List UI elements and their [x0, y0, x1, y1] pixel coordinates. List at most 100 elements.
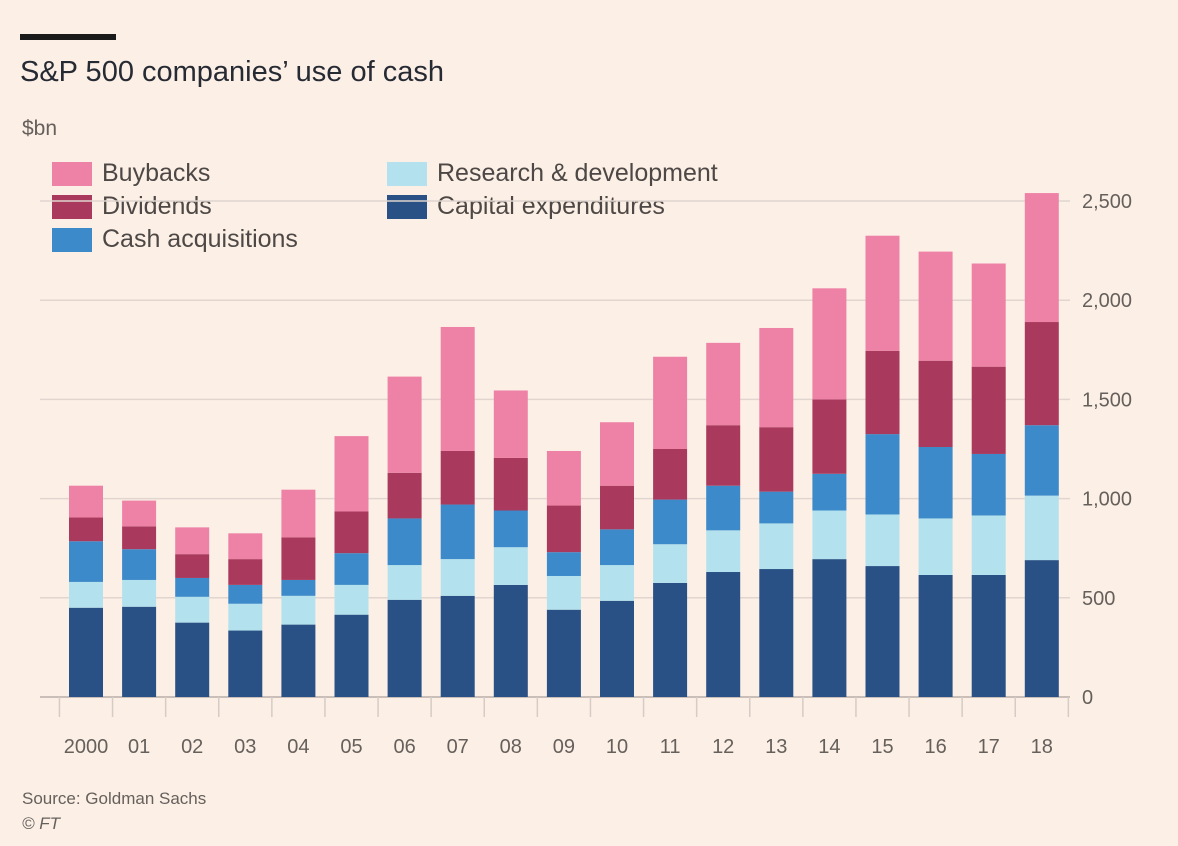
x-tick-label: 12: [712, 736, 734, 758]
legend-label-capital-expenditures: Capital expenditures: [437, 192, 665, 220]
bar-segment-dividends: [228, 559, 263, 585]
source-note: Source: Goldman Sachs: [22, 789, 207, 808]
bar-segment-cash-acquisitions: [706, 485, 741, 531]
bar-segment-cash-acquisitions: [228, 584, 263, 604]
legend-swatch-dividends: [52, 194, 92, 219]
legend-swatch-capital-expenditures: [387, 194, 427, 219]
bar-segment-buybacks: [918, 251, 953, 361]
bar-segment-capital-expenditures: [706, 572, 741, 697]
x-tick-label: 14: [818, 736, 840, 758]
bar-segment-buybacks: [600, 422, 634, 486]
bar-segment-research-development: [175, 596, 210, 623]
x-tick-label: 01: [128, 736, 150, 758]
bar-segment-capital-expenditures: [759, 569, 794, 697]
x-tick-label: 08: [500, 736, 522, 758]
bar-segment-cash-acquisitions: [865, 434, 900, 515]
bar-segment-research-development: [706, 530, 741, 573]
x-tick-label: 04: [287, 736, 309, 758]
x-tick-label: 10: [606, 736, 628, 758]
bar-segment-buybacks: [228, 533, 263, 560]
x-tick-label: 17: [978, 736, 1000, 758]
legend-label-dividends: Dividends: [102, 192, 212, 220]
bar-segment-capital-expenditures: [865, 566, 900, 697]
bar-segment-cash-acquisitions: [175, 577, 210, 597]
bar-segment-buybacks: [334, 436, 369, 512]
legend-item-capital-expenditures: Capital expenditures: [387, 192, 665, 221]
legend-item-buybacks: Buybacks: [52, 159, 210, 188]
legend-swatch-buybacks: [52, 161, 92, 186]
x-tick-label: 11: [660, 736, 681, 758]
bar-segment-dividends: [759, 427, 794, 492]
x-tick-label: 09: [553, 736, 575, 758]
y-tick-label: 2,000: [1082, 290, 1132, 312]
bar-segment-dividends: [706, 425, 741, 486]
bar-segment-research-development: [971, 515, 1006, 575]
bar-segment-research-development: [546, 575, 581, 610]
bar-segment-capital-expenditures: [1024, 560, 1059, 697]
bar-segment-cash-acquisitions: [759, 491, 794, 524]
bar-segment-research-development: [1024, 495, 1059, 561]
bar-segment-research-development: [865, 514, 900, 567]
bar-segment-cash-acquisitions: [1024, 425, 1059, 496]
bar-segment-dividends: [69, 517, 103, 542]
bar-segment-capital-expenditures: [387, 599, 422, 697]
chart-title: S&P 500 companies’ use of cash: [20, 56, 444, 88]
bar-segment-research-development: [759, 523, 794, 570]
bar-segment-buybacks: [69, 485, 103, 518]
bar-segment-dividends: [546, 505, 581, 553]
bar-segment-dividends: [493, 457, 528, 511]
bar-segment-cash-acquisitions: [493, 510, 528, 548]
legend-item-dividends: Dividends: [52, 192, 212, 221]
credit-note: © FT: [22, 814, 61, 833]
bar-segment-dividends: [918, 360, 953, 448]
legend-label-research-development: Research & development: [437, 159, 718, 187]
bar-segment-research-development: [387, 565, 422, 600]
bar-segment-dividends: [281, 537, 316, 580]
bar-segment-capital-expenditures: [918, 574, 953, 697]
bar-segment-buybacks: [440, 326, 475, 451]
bar-segment-buybacks: [706, 342, 741, 426]
bar-segment-research-development: [600, 565, 634, 601]
bar-segment-buybacks: [812, 288, 847, 400]
legend-item-cash-acquisitions: Cash acquisitions: [52, 225, 298, 254]
bar-segment-capital-expenditures: [653, 582, 688, 697]
bar-segment-research-development: [918, 518, 953, 575]
bar-segment-dividends: [387, 472, 422, 519]
bar-segment-dividends: [122, 526, 157, 550]
bar-segment-capital-expenditures: [228, 630, 263, 697]
x-tick-label: 18: [1031, 736, 1053, 758]
bar-segment-buybacks: [493, 390, 528, 458]
bar-segment-cash-acquisitions: [600, 529, 634, 566]
x-tick-label: 15: [871, 736, 893, 758]
bar-segment-buybacks: [971, 263, 1006, 367]
bar-segment-capital-expenditures: [600, 600, 634, 697]
legend-item-research-development: Research & development: [387, 159, 718, 188]
x-tick-label: 16: [924, 736, 946, 758]
bar-segment-capital-expenditures: [281, 624, 316, 697]
bar-segment-dividends: [600, 485, 634, 530]
bar-segment-capital-expenditures: [971, 574, 1006, 697]
x-tick-label: 2000: [64, 736, 109, 758]
bar-segment-cash-acquisitions: [387, 518, 422, 566]
top-rule: [20, 34, 116, 40]
bar-segment-capital-expenditures: [334, 614, 369, 697]
x-tick-label: 07: [447, 736, 469, 758]
bar-segment-cash-acquisitions: [440, 504, 475, 560]
bar-segment-dividends: [971, 366, 1006, 454]
bar-segment-research-development: [812, 510, 847, 560]
bar-segment-capital-expenditures: [175, 622, 210, 697]
bar-segment-cash-acquisitions: [918, 447, 953, 519]
bar-segment-buybacks: [175, 527, 210, 555]
legend-swatch-cash-acquisitions: [52, 227, 92, 252]
legend-swatch-research-development: [387, 161, 427, 186]
legend-label-cash-acquisitions: Cash acquisitions: [102, 225, 298, 253]
bar-segment-capital-expenditures: [546, 609, 581, 697]
bar-segment-dividends: [334, 511, 369, 554]
bar-segment-research-development: [493, 547, 528, 585]
y-tick-label: 1,500: [1082, 389, 1132, 411]
bar-segment-buybacks: [546, 450, 581, 506]
bar-segment-dividends: [1024, 322, 1059, 426]
bar-segment-dividends: [865, 350, 900, 435]
bar-segment-research-development: [69, 581, 103, 608]
